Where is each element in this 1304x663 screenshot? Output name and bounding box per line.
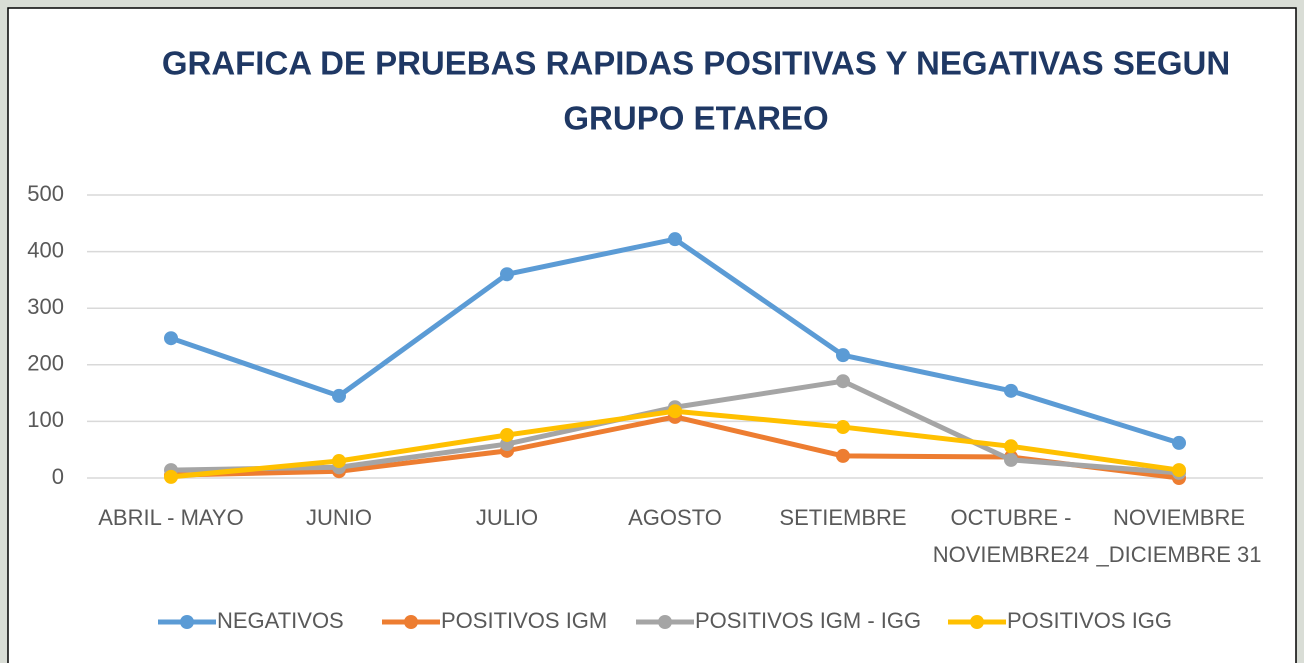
- x-tick-label: OCTUBRE - NOVIEMBRE24: [933, 505, 1090, 567]
- data-point: [164, 469, 178, 484]
- x-tick-label: ABRIL - MAYO: [98, 505, 243, 530]
- legend-marker: [180, 615, 194, 629]
- y-tick-label: 400: [27, 237, 64, 262]
- data-point: [836, 420, 850, 435]
- data-point: [836, 348, 850, 363]
- data-point: [332, 454, 346, 469]
- chart-frame: [7, 7, 1297, 663]
- y-tick-label: 200: [27, 351, 64, 376]
- x-tick-line: _DICIEMBRE 31: [1095, 542, 1261, 567]
- data-point: [1004, 439, 1018, 454]
- legend-marker: [970, 615, 984, 629]
- data-point: [668, 404, 682, 419]
- y-tick-label: 500: [27, 181, 64, 206]
- data-point: [836, 374, 850, 389]
- legend-label: POSITIVOS IGG: [1007, 608, 1172, 633]
- legend-marker: [404, 615, 418, 629]
- data-point: [1172, 463, 1186, 478]
- legend-label: POSITIVOS IGM: [441, 608, 607, 633]
- x-tick-label: JUNIO: [306, 505, 372, 530]
- x-tick-line: OCTUBRE -: [951, 505, 1072, 530]
- x-tick-line: NOVIEMBRE24: [933, 542, 1090, 567]
- legend-label: POSITIVOS IGM - IGG: [695, 608, 921, 633]
- data-point: [1004, 383, 1018, 398]
- data-point: [164, 331, 178, 346]
- x-tick-label: SETIEMBRE: [779, 505, 906, 530]
- data-point: [500, 427, 514, 442]
- data-point: [1004, 452, 1018, 467]
- data-point: [500, 267, 514, 282]
- data-point: [668, 232, 682, 247]
- x-tick-label: NOVIEMBRE _DICIEMBRE 31: [1095, 505, 1261, 567]
- chart-title: GRUPO ETAREO: [563, 100, 828, 137]
- y-tick-label: 100: [27, 407, 64, 432]
- chart-title: GRAFICA DE PRUEBAS RAPIDAS POSITIVAS Y N…: [162, 45, 1230, 82]
- x-tick-label: AGOSTO: [628, 505, 722, 530]
- legend-label: NEGATIVOS: [217, 608, 344, 633]
- y-tick-label: 300: [27, 294, 64, 319]
- x-tick-line: NOVIEMBRE: [1113, 505, 1245, 530]
- legend-marker: [658, 615, 672, 629]
- data-point: [1172, 435, 1186, 450]
- data-point: [836, 448, 850, 463]
- y-tick-label: 0: [52, 464, 64, 489]
- data-point: [332, 388, 346, 403]
- x-tick-label: JULIO: [476, 505, 538, 530]
